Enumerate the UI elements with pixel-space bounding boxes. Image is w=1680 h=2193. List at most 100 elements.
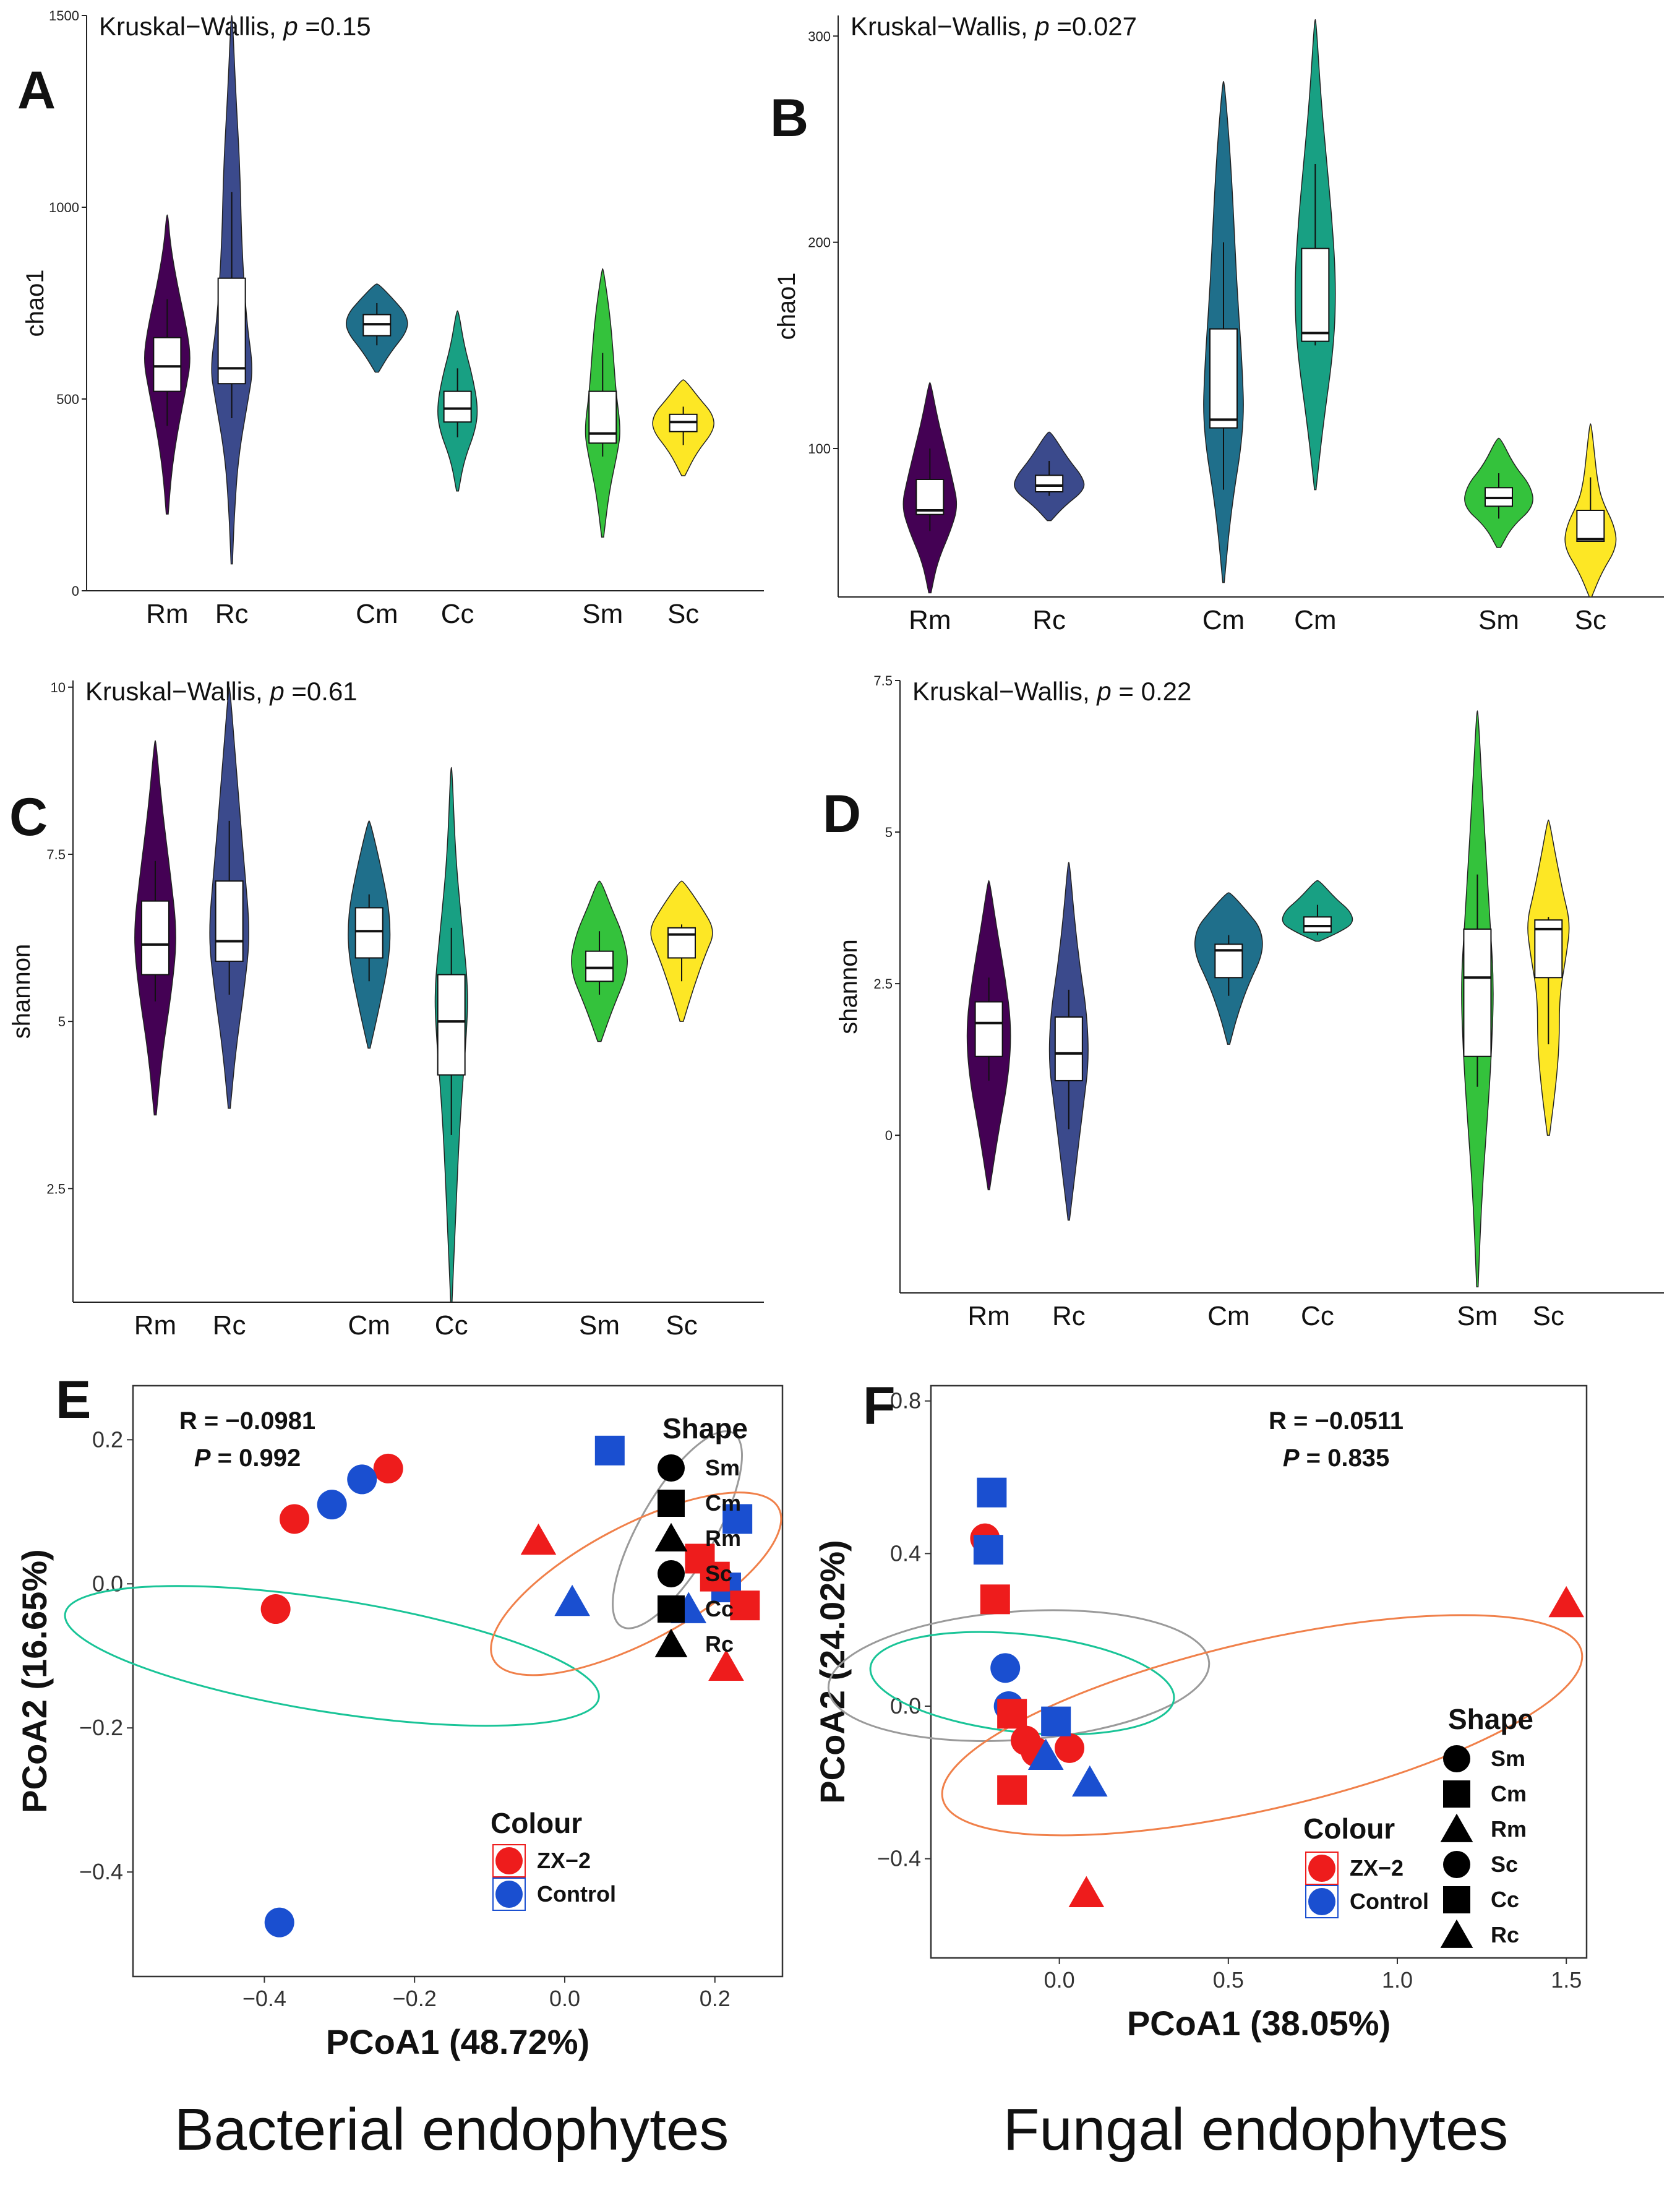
box-Rc bbox=[215, 880, 244, 962]
x-tick-label-Rc: Rc bbox=[213, 1310, 246, 1341]
box-Cc bbox=[437, 974, 466, 1076]
box-Sm bbox=[588, 390, 617, 444]
legend-shape-label: Rm bbox=[705, 1526, 741, 1551]
legend-colour-label: Control bbox=[537, 1881, 616, 1907]
scatter-point-circle bbox=[279, 1504, 309, 1534]
x-tick-label: 1.5 bbox=[1551, 1967, 1582, 1993]
legend-colour-title: Colour bbox=[491, 1807, 582, 1839]
x-tick-label-Rc: Rc bbox=[1032, 605, 1066, 635]
y-tick-label: 10 bbox=[51, 680, 66, 695]
x-tick-label-Cc: Cm bbox=[1294, 605, 1336, 635]
box-Cc bbox=[443, 390, 472, 423]
x-tick-label-Cm: Cm bbox=[1207, 1301, 1249, 1331]
legend-colour-dot bbox=[1308, 1888, 1335, 1915]
y-axis-label: chao1 bbox=[773, 273, 800, 340]
chart-title: Kruskal−Wallis, p =0.15 bbox=[99, 12, 371, 41]
x-tick-label-Cc: Cc bbox=[441, 599, 474, 629]
x-tick-label-Rc: Rc bbox=[215, 599, 249, 629]
confidence-ellipse bbox=[941, 1614, 1584, 1837]
x-tick-label: 0.5 bbox=[1213, 1967, 1244, 1993]
y-tick-label: 2.5 bbox=[46, 1181, 66, 1196]
legend-shape-square bbox=[658, 1490, 685, 1517]
scatter-point-square bbox=[730, 1590, 760, 1621]
box-Cc bbox=[1301, 247, 1330, 342]
chart-title: Kruskal−Wallis, p = 0.22 bbox=[912, 677, 1191, 706]
y-tick-label: 200 bbox=[808, 235, 831, 251]
x-tick-label-Cc: Cc bbox=[435, 1310, 468, 1341]
panel-letter: C bbox=[9, 788, 48, 847]
legend-shape-triangle bbox=[654, 1522, 688, 1551]
x-tick-label-Rm: Rm bbox=[134, 1310, 176, 1341]
legend-colour-label: Control bbox=[1350, 1889, 1429, 1914]
box-Sc bbox=[1576, 510, 1605, 542]
panel-b: 100 200 300 chao1 Kruskal−Wallis, p =0.027 B R… bbox=[770, 12, 1664, 635]
scatter-point-circle bbox=[990, 1653, 1021, 1683]
chart-title: Kruskal−Wallis, p =0.61 bbox=[85, 677, 358, 706]
x-tick-label-Cc: Cc bbox=[1301, 1301, 1334, 1331]
legend-shape-label: Sc bbox=[705, 1561, 732, 1586]
y-tick-label: 2.5 bbox=[873, 976, 893, 992]
legend-shape-label: Cc bbox=[1491, 1887, 1519, 1912]
panel-d: 0 2.5 5 7.5 shannon Kruskal−Wallis, p = 0.22 D… bbox=[823, 673, 1664, 1331]
panel-letter: F bbox=[863, 1376, 896, 1436]
scatter-point-triangle bbox=[1072, 1765, 1108, 1797]
legend-shape-label: Cc bbox=[705, 1596, 734, 1621]
x-tick-label: 1.0 bbox=[1382, 1967, 1413, 1993]
legend-colour-dot bbox=[495, 1847, 523, 1874]
legend-shape-label: Rm bbox=[1491, 1816, 1527, 1842]
scatter-point-circle bbox=[264, 1907, 294, 1938]
scatter-point-triangle bbox=[520, 1523, 557, 1555]
footer-bacterial: Bacterial endophytes bbox=[174, 2096, 729, 2163]
legend-shape-circle bbox=[658, 1454, 685, 1482]
box-Rc bbox=[1035, 474, 1064, 492]
y-tick-label: 0 bbox=[885, 1128, 893, 1143]
legend-shape-triangle bbox=[1440, 1919, 1473, 1948]
scatter-point-circle bbox=[347, 1464, 377, 1495]
box-Rm bbox=[974, 1001, 1003, 1057]
scatter-point-triangle bbox=[708, 1649, 744, 1681]
x-tick-label-Sm: Sm bbox=[1478, 605, 1519, 635]
plot-frame bbox=[930, 1384, 1588, 1959]
box-Sm bbox=[585, 950, 614, 982]
y-tick-label: −0.2 bbox=[79, 1715, 123, 1740]
y-tick-label: 300 bbox=[808, 28, 831, 44]
box-Cm bbox=[1209, 328, 1238, 429]
legend-shape-label: Sm bbox=[1491, 1746, 1525, 1771]
scatter-point-square bbox=[980, 1584, 1010, 1615]
y-axis-label: shannon bbox=[835, 939, 862, 1034]
legend-shape-circle bbox=[1443, 1851, 1470, 1878]
y-axis-label: shannon bbox=[8, 944, 35, 1039]
x-tick-label-Sm: Sm bbox=[582, 599, 623, 629]
scatter-point-square bbox=[722, 1504, 753, 1534]
x-tick-label-Cm: Cm bbox=[356, 599, 398, 629]
box-Rm bbox=[153, 337, 182, 392]
legend-shape-label: Rc bbox=[1491, 1922, 1519, 1947]
scatter-point-triangle bbox=[1548, 1586, 1585, 1618]
y-tick-label: 100 bbox=[808, 441, 831, 457]
x-tick-label-Sc: Sc bbox=[1575, 605, 1606, 635]
legend-shape-label: Rc bbox=[705, 1631, 734, 1657]
plot-frame bbox=[132, 1384, 784, 1978]
x-tick-label: −0.4 bbox=[242, 1986, 286, 2011]
legend-colour-dot bbox=[1308, 1855, 1335, 1882]
box-Cm bbox=[354, 907, 384, 959]
scatter-point-square bbox=[997, 1699, 1027, 1729]
x-axis-label: PCoA1 (38.05%) bbox=[1127, 2004, 1391, 2043]
legend-shape-label: Sm bbox=[705, 1455, 740, 1480]
x-tick-label-Sm: Sm bbox=[579, 1310, 620, 1341]
scatter-point-circle bbox=[317, 1490, 347, 1520]
legend-shape-square bbox=[1443, 1780, 1470, 1808]
legend-colour-dot bbox=[495, 1881, 523, 1908]
legend-shape-label: Sc bbox=[1491, 1852, 1518, 1877]
confidence-ellipse bbox=[64, 1585, 600, 1727]
box-Cc bbox=[1303, 916, 1332, 933]
legend-shape-circle bbox=[1443, 1745, 1470, 1772]
scatter-point-square bbox=[594, 1435, 625, 1466]
y-tick-label: 0.0 bbox=[92, 1571, 123, 1596]
scatter-point-square bbox=[1041, 1706, 1071, 1736]
scatter-point-square bbox=[997, 1775, 1027, 1805]
x-tick-label-Rm: Rm bbox=[967, 1301, 1009, 1331]
legend-colour-label: ZX−2 bbox=[537, 1848, 591, 1873]
y-tick-label: 0.4 bbox=[890, 1540, 921, 1566]
